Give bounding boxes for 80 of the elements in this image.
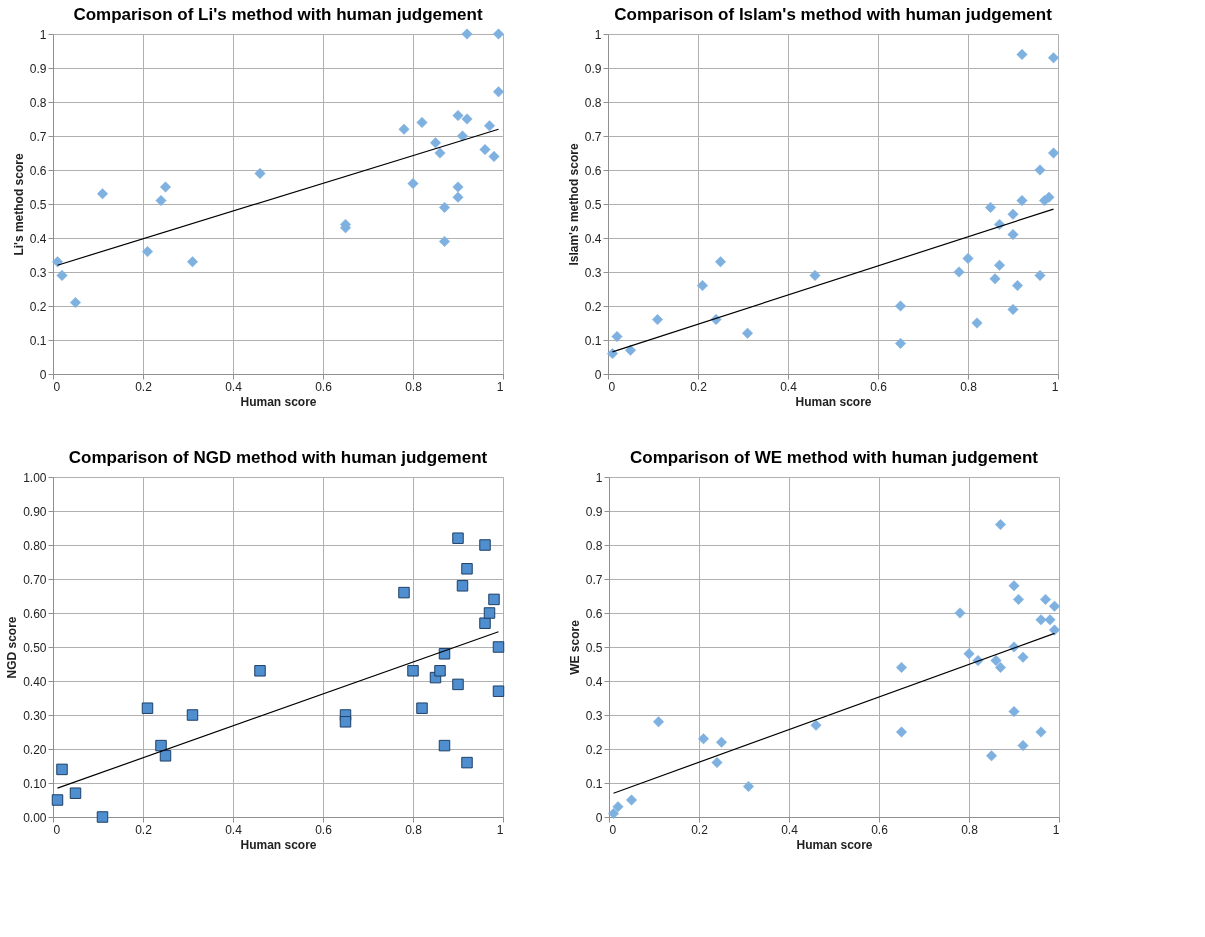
x-tick-label: 0.8 [960,379,978,394]
y-tick-label: 0.4 [585,674,603,689]
y-tick-label: 0.9 [585,504,603,519]
x-tick-label: 0.2 [690,379,708,394]
y-axis-title: WE score [567,619,582,675]
y-tick-label: 0.7 [29,129,47,144]
y-tick-label: 0.3 [29,265,47,280]
x-axis-title: Human score [795,394,872,409]
y-tick-label: 0.5 [29,197,47,212]
y-tick-label: 0 [595,810,603,825]
x-tick-label: 0 [609,822,617,837]
y-tick-label: 0.20 [23,742,47,757]
x-axis-title: Human score [240,394,317,409]
y-tick-label: 0.8 [29,95,47,110]
y-tick-label: 0.8 [585,538,603,553]
y-tick-label: 0.30 [23,708,47,723]
x-tick-label: 0.2 [691,822,709,837]
x-tick-label: 1 [496,379,504,394]
y-tick-label: 0.6 [585,606,603,621]
y-tick-label: 0.80 [23,538,47,553]
y-tick-label: 1 [595,470,603,485]
y-tick-label: 0.3 [585,708,603,723]
y-axis-title: NGD score [5,616,20,679]
x-tick-label: 0.4 [225,379,243,394]
y-tick-label: 0.6 [584,163,602,178]
y-tick-label: 0.7 [584,129,602,144]
y-tick-label: 0.2 [584,299,602,314]
x-tick-label: 0.2 [135,379,153,394]
y-tick-label: 0.9 [29,61,47,76]
y-tick-label: 1 [594,27,602,42]
x-tick-label: 0.6 [315,379,333,394]
chart-title: Comparison of NGD method with human judgement [68,448,488,467]
y-tick-label: 0.2 [29,299,47,314]
x-tick-label: 0.6 [870,379,888,394]
x-tick-label: 0 [608,379,616,394]
y-tick-label: 0.9 [584,61,602,76]
y-tick-label: 0 [39,367,47,382]
chart-title: Comparison of WE method with human judgement [630,448,1039,467]
x-tick-label: 0.6 [315,822,333,837]
y-axis-title: Islam's method score [566,143,581,266]
x-axis-title: Human score [796,837,873,852]
x-tick-label: 0.4 [225,822,243,837]
y-tick-label: 0.6 [29,163,47,178]
y-tick-label: 0.5 [584,197,602,212]
y-tick-label: 0.70 [23,572,47,587]
x-tick-label: 0 [53,822,61,837]
x-tick-label: 0.4 [781,822,799,837]
y-tick-label: 0.5 [585,640,603,655]
x-tick-label: 0.4 [780,379,798,394]
y-tick-label: 0.2 [585,742,603,757]
y-tick-label: 0.4 [29,231,47,246]
y-tick-label: 0.10 [23,776,47,791]
y-tick-label: 1 [39,27,47,42]
y-tick-label: 0.1 [585,776,603,791]
chart-title: Comparison of Li's method with human judgement [73,4,483,24]
y-tick-label: 0.1 [29,333,47,348]
x-axis-title: Human score [240,837,317,852]
x-tick-label: 0.8 [405,822,423,837]
chart-title: Comparison of Islam's method with human judgement [614,5,1053,24]
y-tick-label: 0.1 [584,333,602,348]
y-tick-label: 0.7 [585,572,603,587]
x-tick-label: 1 [1051,379,1059,394]
y-tick-label: 0.00 [23,810,47,825]
y-tick-label: 0.60 [23,606,47,621]
x-tick-label: 1 [1052,822,1060,837]
y-tick-label: 0.3 [584,265,602,280]
y-tick-label: 0.40 [23,674,47,689]
y-tick-label: 0.8 [584,95,602,110]
y-tick-label: 0.50 [23,640,47,655]
x-tick-label: 0.8 [961,822,979,837]
y-axis-title: Li's method score [11,153,26,256]
y-tick-label: 0 [594,367,602,382]
x-tick-label: 0.2 [135,822,153,837]
x-tick-label: 0.8 [405,379,423,394]
y-tick-label: 1.00 [23,470,47,485]
y-tick-label: 0.4 [584,231,602,246]
x-tick-label: 0 [53,379,61,394]
x-tick-label: 1 [496,822,504,837]
y-tick-label: 0.90 [23,504,47,519]
x-tick-label: 0.6 [871,822,889,837]
